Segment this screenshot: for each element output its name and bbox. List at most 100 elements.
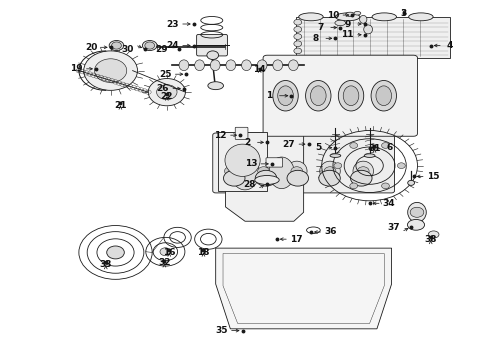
Circle shape [397,163,405,168]
Ellipse shape [289,60,298,71]
Ellipse shape [269,157,294,189]
Circle shape [287,170,309,186]
Ellipse shape [226,60,236,71]
FancyBboxPatch shape [235,127,248,139]
Ellipse shape [345,12,354,17]
Circle shape [291,167,303,175]
Circle shape [294,48,302,54]
Circle shape [157,85,177,100]
Ellipse shape [428,231,439,238]
Text: 7: 7 [318,23,324,32]
Circle shape [223,170,245,186]
Circle shape [207,51,219,59]
Text: 2: 2 [245,138,250,147]
Text: 31: 31 [368,144,381,153]
Ellipse shape [231,156,259,190]
Text: 15: 15 [427,172,440,181]
Ellipse shape [320,161,340,181]
Text: 34: 34 [383,199,395,208]
Polygon shape [296,17,450,58]
Ellipse shape [225,144,260,176]
Ellipse shape [143,41,157,50]
Text: 35: 35 [215,326,228,335]
Circle shape [334,163,342,168]
Text: 22: 22 [161,91,173,100]
Circle shape [382,143,390,148]
Polygon shape [225,134,304,221]
Text: 4: 4 [447,41,453,50]
Circle shape [324,167,336,175]
FancyBboxPatch shape [213,133,394,193]
Ellipse shape [220,161,241,181]
Ellipse shape [354,12,361,15]
Text: 11: 11 [342,30,354,39]
Circle shape [319,170,340,186]
Ellipse shape [210,60,220,71]
Text: 8: 8 [313,34,319,43]
Ellipse shape [364,25,372,34]
Circle shape [350,170,372,186]
Text: 25: 25 [159,70,171,79]
Ellipse shape [287,161,307,181]
Ellipse shape [195,60,204,71]
Circle shape [294,27,302,32]
Ellipse shape [255,176,279,184]
Text: 32: 32 [158,258,171,267]
Text: 20: 20 [85,43,98,52]
Text: 36: 36 [324,228,337,237]
Text: 28: 28 [244,180,256,189]
Circle shape [160,248,171,256]
Ellipse shape [257,60,267,71]
Polygon shape [218,132,267,191]
Ellipse shape [364,154,375,157]
Circle shape [294,19,302,25]
Ellipse shape [179,60,189,71]
Circle shape [357,167,369,175]
Text: 30: 30 [122,45,134,54]
Ellipse shape [253,161,274,181]
Text: 1: 1 [266,91,272,100]
Ellipse shape [360,15,367,23]
Text: 6: 6 [386,143,392,152]
Circle shape [148,78,185,106]
Text: 9: 9 [344,19,351,28]
Circle shape [224,167,236,175]
FancyBboxPatch shape [196,35,227,56]
Text: 26: 26 [157,84,169,93]
Ellipse shape [273,81,298,111]
Ellipse shape [299,13,323,21]
Circle shape [294,41,302,46]
Circle shape [84,51,138,90]
Ellipse shape [338,81,364,111]
Ellipse shape [371,81,396,111]
Circle shape [112,42,122,49]
Circle shape [408,180,415,185]
Ellipse shape [353,161,373,181]
Ellipse shape [376,86,392,105]
Text: 23: 23 [167,19,179,28]
Ellipse shape [335,20,345,26]
Ellipse shape [408,220,424,230]
Text: 14: 14 [253,66,266,75]
FancyBboxPatch shape [266,158,283,167]
Text: 10: 10 [327,10,339,19]
Text: 21: 21 [114,100,126,109]
Text: 16: 16 [163,248,175,257]
Ellipse shape [330,154,341,157]
Circle shape [95,59,127,82]
Text: 5: 5 [315,143,321,152]
Ellipse shape [109,41,124,50]
Ellipse shape [409,13,433,21]
Ellipse shape [335,13,360,21]
Ellipse shape [372,13,396,21]
Circle shape [410,207,424,217]
Text: 3: 3 [401,9,407,18]
Text: 19: 19 [70,64,83,73]
Circle shape [350,143,358,148]
Text: 33: 33 [99,260,112,269]
Circle shape [145,42,155,49]
Ellipse shape [408,202,426,222]
Text: 29: 29 [156,45,168,54]
Ellipse shape [208,82,223,90]
Circle shape [382,183,390,189]
